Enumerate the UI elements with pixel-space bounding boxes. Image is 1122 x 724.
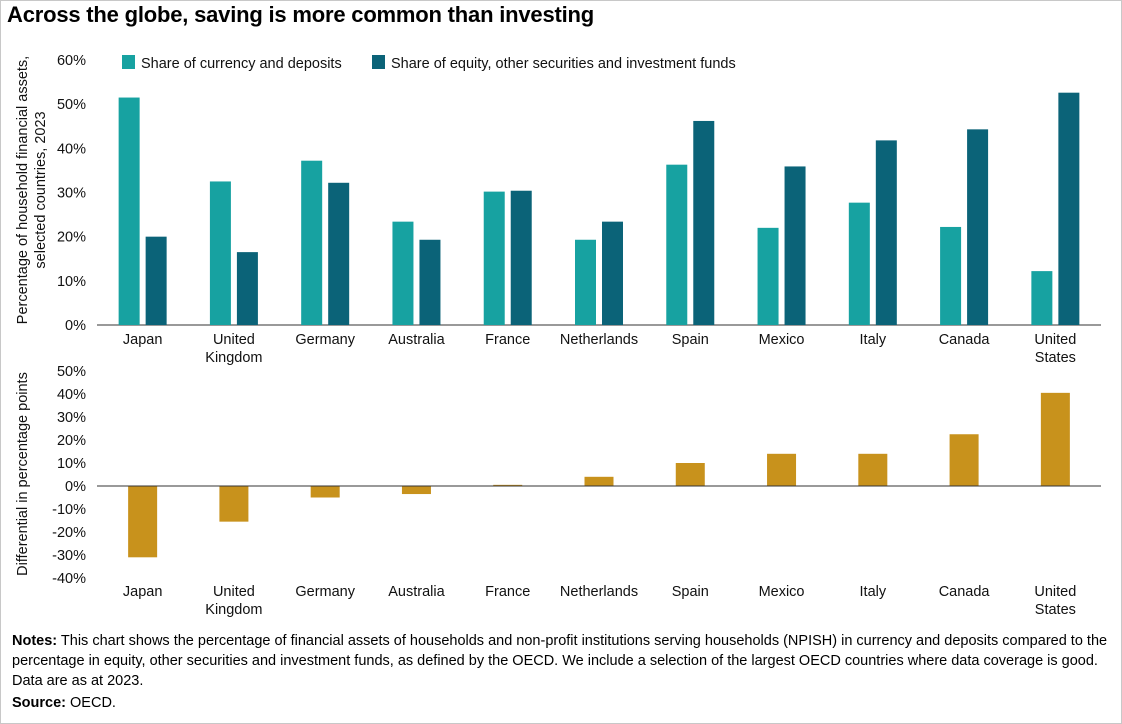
x-tick-label-top: Canada [939,332,991,348]
source-text: OECD. [66,695,116,711]
bar-equity [419,239,441,325]
legend-label-equity: Share of equity, other securities and in… [391,56,736,72]
bar-equity [510,190,532,325]
bar-differential [1040,392,1070,486]
notes: Notes: This chart shows the percentage o… [12,631,1112,691]
bar-equity [1058,92,1080,325]
x-tick-label-top: Spain [672,332,709,348]
x-tick-label-bottom: France [485,584,530,600]
x-tick-label-top: United Kingdom [205,332,262,366]
bar-equity [967,129,989,325]
bar-equity [693,120,715,325]
y-tick-label-top: 50% [57,97,86,113]
bar-currency [575,239,596,325]
y-tick-label-top: 20% [57,230,86,246]
y-axis-label-bottom: Differential in percentage points [15,372,31,576]
y-tick-label-top: 10% [57,274,86,290]
y-tick-label-bottom: -10% [52,502,86,518]
bar-currency [483,191,505,325]
bar-differential [401,486,431,495]
x-tick-label-bottom: Australia [388,584,445,600]
x-tick-label-bottom: United States [1034,584,1076,618]
x-tick-label-bottom: Mexico [759,584,805,600]
y-tick-label-bottom: 20% [57,433,86,449]
top-chart: 0% 10% 20% 30% 40% 50% 60% Japan United Kingdom Ge… [15,53,1101,366]
y-tick-label-bottom: 40% [57,387,86,403]
y-tick-label-bottom: -30% [52,548,86,564]
x-tick-label-bottom: United Kingdom [205,584,262,618]
y-tick-label-top: 0% [65,318,86,334]
bar-differential [675,463,705,486]
x-tick-label-top: Italy [860,332,887,348]
y-tick-label-top: 60% [57,53,86,69]
y-tick-label-top: 40% [57,141,86,157]
bar-currency [848,202,870,325]
y-tick-label-bottom: 0% [65,479,86,495]
chart-area: 0% 10% 20% 30% 40% 50% 60% Japan United Kingdom Ge… [15,53,1101,618]
source-label: Source: [12,695,66,711]
bar-equity [328,182,350,325]
y-tick-label-bottom: -20% [52,525,86,541]
bar-differential [584,476,614,486]
bar-currency [209,181,231,325]
chart-title: Across the globe, saving is more common … [7,2,594,27]
notes-label: Notes: [12,633,58,649]
x-tick-label-top: Australia [388,332,445,348]
legend-swatch-equity [372,55,385,69]
x-tick-label-bottom: Italy [860,584,887,600]
notes-text: This chart shows the percentage of finan… [12,633,1108,689]
y-tick-label-bottom: 30% [57,410,86,426]
x-tick-label-top: United States [1034,332,1076,366]
bottom-chart: -40% -30% -20% -10% 0% 10% 20% 30% 40% 50% Japan Un… [15,364,1101,618]
y-tick-label-top: 30% [57,186,86,202]
bar-differential [858,453,888,486]
bar-currency [301,160,323,325]
bar-differential [310,486,340,498]
bar-currency [757,227,779,325]
bar-equity [145,236,167,325]
y-tick-label-bottom: -40% [52,571,86,587]
x-tick-label-top: Mexico [759,332,805,348]
bar-currency [1031,271,1053,325]
source: Source: OECD. [12,695,116,711]
x-tick-label-bottom: Spain [672,584,709,600]
bar-currency [118,97,140,326]
legend-label-currency: Share of currency and deposits [141,56,342,72]
bar-differential [493,484,523,486]
bar-equity [784,166,806,325]
bar-currency [392,221,414,325]
bar-differential [128,486,158,558]
x-tick-label-top: France [485,332,530,348]
bar-equity [875,140,897,325]
bar-equity [602,221,623,325]
bar-equity [236,252,258,325]
bar-differential [949,434,979,486]
x-tick-label-bottom: Germany [295,584,355,600]
x-tick-label-bottom: Netherlands [560,584,638,600]
bar-differential [767,453,797,486]
legend-swatch-currency [122,55,135,69]
y-axis-label-top: Percentage of household financial assets… [15,56,49,324]
x-tick-label-bottom: Japan [123,584,163,600]
y-tick-label-bottom: 10% [57,456,86,472]
y-tick-label-bottom: 50% [57,364,86,380]
x-tick-label-top: Japan [123,332,163,348]
x-tick-label-bottom: Canada [939,584,991,600]
bar-currency [940,226,962,325]
bar-differential [219,486,249,522]
x-tick-label-top: Germany [295,332,355,348]
x-tick-label-top: Netherlands [560,332,638,348]
bar-currency [666,164,688,325]
